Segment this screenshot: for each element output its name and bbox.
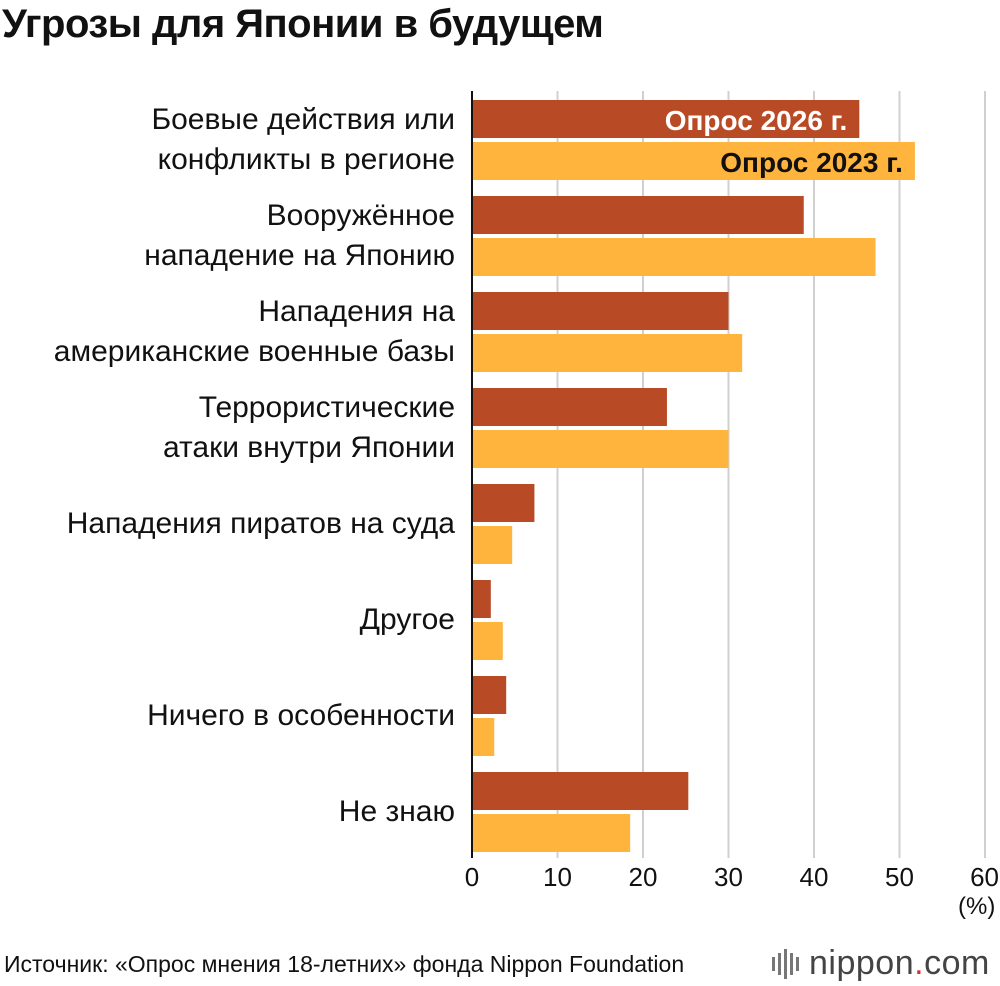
bar-2026 [472,100,860,138]
bar-2026 [472,676,507,714]
category-label-line: нападение на Японию [144,239,455,272]
bar-2026 [472,292,729,330]
category-label-line: Нападения пиратов на суда [66,507,455,540]
category-label: Не знаю [339,792,455,832]
category-label: Другое [360,600,455,640]
category-label-line: Другое [359,603,455,636]
category-label: Вооружённое нападение на Японию [144,196,455,276]
logo-domain: com [924,944,990,982]
category-label-line: Боевые действия или [151,103,455,136]
bar-labels: Опрос 2026 г. Опрос 2023 г. [665,105,903,178]
x-tick-labels: 0 10 20 30 40 50 60 [465,862,999,892]
category-label-line: американские военные базы [53,335,455,368]
series-label: Опрос 2023 г. [720,147,903,178]
category-label-line: Не знаю [338,795,455,828]
x-axis-unit: (%) [958,893,996,920]
x-tick-label: 40 [800,862,829,892]
series-label: Опрос 2026 г. [665,105,848,136]
bar-2026 [472,484,535,522]
category-label-line: Вооружённое [266,199,455,232]
bars [472,100,915,852]
bar-2023 [472,526,513,564]
category-label-line: Террористические [198,391,455,424]
category-label-line: Нападения на [258,295,455,328]
bar-2023 [472,622,503,660]
chart-title: Угрозы для Японии в будущем [2,2,604,46]
bar-2023 [472,814,631,852]
bar-2026 [472,580,491,618]
bar-2023 [472,334,743,372]
category-label: Нападения на американские военные базы [54,292,455,372]
category-label: Террористические атаки внутри Японии [163,388,455,468]
category-label-line: конфликты в регионе [157,143,455,176]
x-tick-label: 20 [629,862,658,892]
bar-2026 [472,772,689,810]
logo-bars-icon [772,948,799,979]
x-tick-label: 0 [465,862,479,892]
source-note: Источник: «Опрос мнения 18-летних» фонда… [4,951,685,977]
x-tick-label: 60 [970,862,999,892]
x-tick-label: 50 [885,862,914,892]
bar-2023 [472,718,495,756]
x-tick-label: 10 [543,862,572,892]
category-label: Нападения пиратов на суда [67,504,455,544]
bar-2026 [472,388,667,426]
x-tick-label: 30 [714,862,743,892]
bar-2023 [472,142,915,180]
category-label: Ничего в особенности [147,696,455,736]
bar-2023 [472,238,876,276]
bar-2023 [472,430,729,468]
logo-dot: . [914,944,925,982]
category-label-line: Ничего в особенности [147,699,455,732]
logo-name: nippon [809,944,915,982]
category-label-line: атаки внутри Японии [162,431,455,464]
nippon-logo: nippon. com [772,944,990,983]
bar-2026 [472,196,804,234]
category-label: Боевые действия или конфликты в регионе [151,100,455,180]
